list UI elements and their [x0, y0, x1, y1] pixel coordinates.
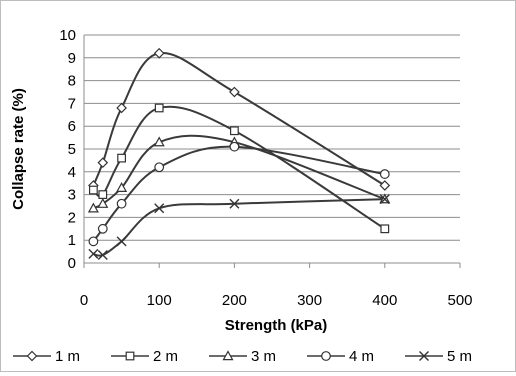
- series-4-point: [379, 169, 390, 179]
- series-2-point: [154, 103, 164, 113]
- series-5-point: [379, 194, 390, 205]
- series-2-point: [380, 224, 390, 234]
- x-tick-label: 500: [447, 292, 472, 309]
- series-line-4: [92, 145, 385, 242]
- y-tick-label: 7: [68, 95, 76, 112]
- y-tick-label: 6: [68, 118, 76, 135]
- legend-marker: [222, 350, 234, 361]
- legend-label: 4 m: [349, 348, 374, 365]
- legend-item-4: 4 m: [307, 348, 374, 365]
- legend-marker: [26, 350, 38, 362]
- series-2-point: [117, 153, 127, 163]
- series-3-point: [87, 202, 99, 213]
- y-tick-label: 1: [68, 232, 76, 249]
- x-tick-label: 300: [297, 292, 322, 309]
- series-1-point: [229, 86, 240, 98]
- series-4-point: [88, 236, 99, 247]
- y-tick-label: 0: [68, 255, 76, 272]
- series-1-point: [97, 157, 109, 169]
- series-4-point: [229, 141, 240, 152]
- legend-label: 1 m: [55, 348, 80, 365]
- y-tick-label: 2: [68, 209, 76, 226]
- series-4-point: [97, 223, 108, 234]
- series-5-point: [116, 236, 127, 247]
- y-tick-label: 9: [68, 50, 76, 67]
- y-tick-label: 3: [68, 187, 76, 204]
- series-5-point: [154, 203, 165, 214]
- series-5-point: [88, 248, 99, 259]
- legend-label: 5 m: [447, 348, 472, 365]
- legend: 1 m 2 m 3 m 4 m 5 m: [13, 348, 472, 365]
- series-1-point: [379, 180, 391, 191]
- series-3-point: [153, 136, 165, 147]
- legend-item-2: 2 m: [111, 348, 178, 365]
- legend-marker: [419, 351, 429, 361]
- x-tick-label: 100: [147, 292, 172, 309]
- series-2-point: [88, 185, 98, 195]
- series-1-point: [116, 102, 127, 114]
- y-tick-label: 4: [68, 164, 76, 181]
- y-tick-label: 10: [59, 27, 76, 44]
- x-axis-title: Strength (kPa): [225, 317, 328, 334]
- series-3-point: [97, 197, 109, 208]
- y-tick-label: 8: [68, 73, 76, 90]
- series-4-point: [154, 162, 165, 173]
- legend-item-1: 1 m: [13, 348, 80, 365]
- y-tick-label: 5: [68, 141, 76, 158]
- legend-marker: [321, 351, 331, 361]
- series-5-point: [229, 198, 240, 209]
- series-5-point: [97, 250, 108, 261]
- x-tick-label: 200: [222, 292, 247, 309]
- series-4-point: [116, 198, 127, 209]
- series-line-2: [92, 105, 386, 230]
- legend-marker: [125, 351, 135, 361]
- x-tick-label: 0: [80, 292, 88, 309]
- series-3-point: [116, 182, 128, 192]
- series-1-point: [153, 47, 165, 59]
- series-2-point: [98, 190, 108, 200]
- legend-label: 3 m: [251, 348, 276, 365]
- legend-label: 2 m: [153, 348, 178, 365]
- legend-item-5: 5 m: [405, 348, 472, 365]
- legend-item-3: 3 m: [209, 348, 276, 365]
- y-axis-title: Collapse rate (%): [10, 88, 27, 210]
- series-2-point: [230, 126, 239, 136]
- x-tick-label: 400: [372, 292, 397, 309]
